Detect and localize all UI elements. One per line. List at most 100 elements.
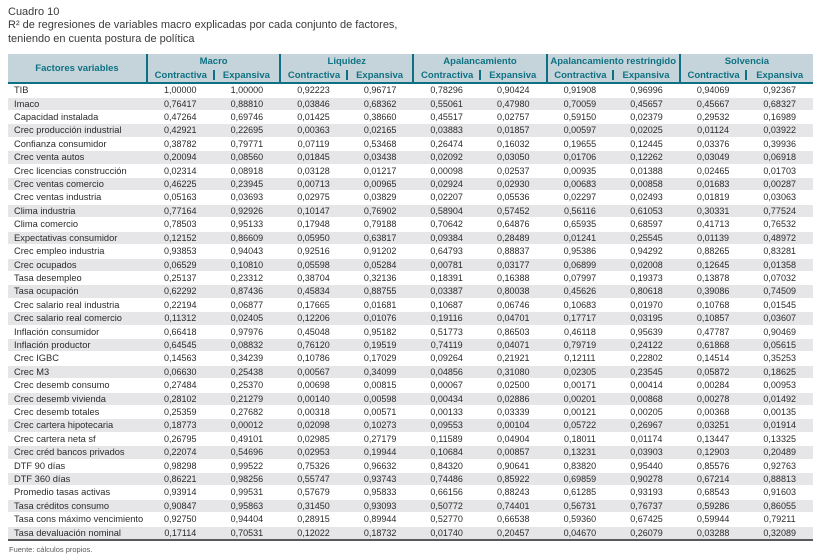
value-cell: 0,02930 [479, 177, 547, 192]
value-cell: 0,86221 [147, 472, 214, 487]
value-cell: 0,64876 [479, 217, 547, 232]
value-cell: 0,00368 [679, 405, 747, 420]
value-cell: 0,47787 [679, 325, 747, 339]
row-label: Crec venta autos [8, 150, 147, 165]
value-cell: 0,05872 [679, 365, 747, 380]
value-cell: 0,10857 [679, 311, 747, 326]
value-cell: 0,96632 [346, 459, 414, 474]
r2-regressions-table: Factores variables Macro Liquidez Apalan… [8, 54, 813, 542]
group-header-liquidez: Liquidez [279, 54, 414, 70]
value-cell: 0,01425 [280, 110, 347, 125]
table-row: Crec desemb vivienda 0,28102 0,21279 0,0014… [8, 392, 813, 406]
value-cell: 0,01124 [679, 123, 747, 138]
value-cell: 0,28489 [479, 231, 547, 246]
table-row: DTF 90 días 0,98298 0,99522 0,75326 0,96632 0… [8, 459, 813, 474]
value-cell: 0,31450 [280, 499, 347, 514]
value-cell: 0,00201 [546, 392, 614, 406]
value-cell: 0,10684 [413, 445, 480, 460]
table-row: Crec M3 0,06630 0,25438 0,00567 0,34099 0,048… [8, 365, 813, 380]
table-row: Confianza consumidor 0,38782 0,79771 0,0711… [8, 137, 813, 152]
value-cell: 0,19373 [613, 271, 680, 286]
value-cell: 0,23545 [613, 365, 680, 380]
value-cell: 0,95833 [346, 485, 414, 500]
value-cell: 0,14563 [147, 351, 214, 366]
value-cell: 0,56116 [546, 204, 614, 219]
value-cell: 0,21921 [479, 351, 547, 366]
value-cell: 0,03339 [479, 405, 547, 420]
value-cell: 0,65935 [546, 217, 614, 232]
value-cell: 0,00965 [346, 177, 414, 192]
subheader-contractiva-3: Contractiva [545, 69, 614, 85]
value-cell: 0,23312 [213, 271, 281, 286]
value-cell: 0,79719 [546, 338, 614, 353]
value-cell: 0,74119 [413, 338, 480, 353]
value-cell: 0,59150 [546, 110, 614, 125]
value-cell: 0,03050 [479, 150, 547, 165]
value-cell: 0,02305 [546, 365, 614, 380]
value-cell: 0,61285 [546, 485, 614, 500]
value-cell: 0,32136 [346, 271, 414, 286]
value-cell: 0,12022 [280, 526, 347, 542]
value-cell: 0,02008 [613, 258, 680, 272]
table-row: Crec ventas industria 0,05163 0,03693 0,029… [8, 190, 813, 205]
value-cell: 0,00953 [746, 378, 813, 393]
value-cell: 0,91908 [546, 83, 614, 98]
row-label: Crec desemb vivienda [8, 392, 147, 406]
value-cell: 0,67214 [679, 472, 747, 487]
value-cell: 0,66156 [413, 485, 480, 500]
value-cell: 0,03376 [679, 137, 747, 152]
value-cell: 0,89944 [346, 512, 414, 527]
row-label: Crec cartera hipotecaria [8, 418, 147, 433]
value-cell: 0,01970 [613, 298, 680, 313]
table-row: DTF 360 días 0,86221 0,98256 0,55747 0,93743… [8, 472, 813, 487]
value-cell: 0,02975 [280, 190, 347, 205]
row-label: Imaco [8, 97, 147, 112]
value-cell: 0,67425 [613, 512, 680, 527]
value-cell: 0,26474 [413, 137, 480, 152]
table-subtitle-line-1: R² de regresiones de variables macro exp… [8, 19, 398, 32]
table-header: Factores variables Macro Liquidez Apalan… [8, 54, 813, 85]
value-cell: 0,00278 [679, 392, 747, 406]
value-cell: 0,94043 [213, 244, 281, 259]
value-cell: 0,27682 [213, 405, 281, 420]
value-cell: 0,61053 [613, 204, 680, 219]
value-cell: 0,02297 [546, 190, 614, 205]
value-cell: 0,17717 [546, 311, 614, 326]
value-cell: 0,01139 [679, 231, 747, 246]
value-cell: 0,27484 [147, 378, 214, 393]
value-cell: 0,88265 [679, 244, 747, 259]
value-cell: 0,05615 [746, 338, 813, 353]
value-cell: 0,01241 [546, 231, 614, 246]
value-cell: 0,00012 [213, 418, 281, 433]
subheader-contractiva-2: Contractiva [412, 69, 480, 85]
value-cell: 0,10687 [413, 298, 480, 313]
value-cell: 0,61868 [679, 338, 747, 353]
row-label: DTF 90 días [8, 459, 147, 474]
value-cell: 1,00000 [147, 83, 214, 98]
value-cell: 0,92926 [213, 204, 281, 219]
row-label: Tasa devaluación nominal [8, 526, 147, 542]
value-cell: 0,68362 [346, 97, 414, 112]
value-cell: 0,38660 [346, 110, 414, 125]
subheader-contractiva-4: Contractiva [678, 69, 747, 85]
value-cell: 0,94404 [213, 512, 281, 527]
value-cell: 0,01217 [346, 164, 414, 179]
value-cell: 0,34239 [213, 351, 281, 366]
value-cell: 0,16032 [479, 137, 547, 152]
value-cell: 0,01845 [280, 150, 347, 165]
value-cell: 0,39086 [679, 284, 747, 299]
value-cell: 0,95863 [213, 499, 281, 514]
value-cell: 0,19944 [346, 445, 414, 460]
value-cell: 0,91603 [746, 485, 813, 500]
value-cell: 0,04701 [479, 311, 547, 326]
table-row: Crec ocupados 0,06529 0,10810 0,05598 0,0528… [8, 258, 813, 272]
value-cell: 0,49101 [213, 432, 281, 447]
value-cell: 0,55061 [413, 97, 480, 112]
value-cell: 0,07119 [280, 137, 347, 152]
value-cell: 0,29532 [679, 110, 747, 125]
row-label: Crec ventas comercio [8, 177, 147, 192]
row-label: Crec salario real industria [8, 298, 147, 313]
value-cell: 0,45626 [546, 284, 614, 299]
value-cell: 0,05722 [546, 418, 614, 433]
subheader-expansiva-0: Expansiva [212, 69, 281, 85]
